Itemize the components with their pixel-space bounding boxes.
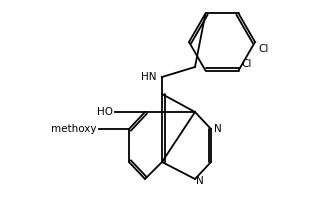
Text: Cl: Cl xyxy=(242,59,252,69)
Text: HO: HO xyxy=(97,107,113,117)
Text: methoxy: methoxy xyxy=(52,124,97,134)
Text: N: N xyxy=(196,176,204,186)
Text: HN: HN xyxy=(141,72,157,82)
Text: N: N xyxy=(214,124,222,134)
Text: Cl: Cl xyxy=(258,44,268,54)
